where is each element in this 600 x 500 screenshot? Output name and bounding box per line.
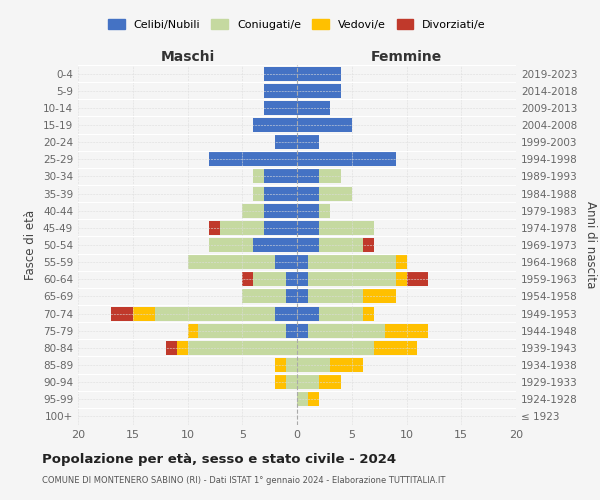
Legend: Celibi/Nubili, Coniugati/e, Vedovi/e, Divorziati/e: Celibi/Nubili, Coniugati/e, Vedovi/e, Di…	[104, 14, 490, 34]
Bar	[297, 272, 308, 286]
Text: COMUNE DI MONTENERO SABINO (RI) - Dati ISTAT 1° gennaio 2024 - Elaborazione TUTT: COMUNE DI MONTENERO SABINO (RI) - Dati I…	[42, 476, 445, 485]
Bar	[275, 358, 286, 372]
Bar	[297, 84, 341, 98]
Bar	[199, 324, 286, 338]
Text: Femmine: Femmine	[371, 50, 442, 64]
Bar	[319, 306, 362, 320]
Bar	[275, 306, 297, 320]
Bar	[374, 341, 418, 355]
Bar	[308, 324, 385, 338]
Bar	[264, 204, 297, 218]
Bar	[209, 152, 297, 166]
Bar	[297, 186, 319, 200]
Bar	[264, 221, 297, 235]
Bar	[319, 238, 362, 252]
Bar	[166, 341, 176, 355]
Bar	[385, 324, 428, 338]
Bar	[297, 290, 308, 304]
Bar	[297, 101, 330, 115]
Bar	[297, 341, 374, 355]
Bar	[297, 324, 308, 338]
Bar	[319, 221, 374, 235]
Bar	[308, 272, 395, 286]
Bar	[297, 135, 319, 149]
Bar	[297, 392, 308, 406]
Bar	[253, 238, 297, 252]
Bar	[253, 272, 286, 286]
Bar	[297, 221, 319, 235]
Bar	[253, 170, 264, 183]
Text: Maschi: Maschi	[160, 50, 215, 64]
Bar	[362, 306, 374, 320]
Bar	[297, 118, 352, 132]
Bar	[297, 170, 319, 183]
Bar	[286, 375, 297, 389]
Bar	[264, 170, 297, 183]
Bar	[286, 290, 297, 304]
Bar	[242, 272, 253, 286]
Bar	[319, 170, 341, 183]
Bar	[407, 272, 428, 286]
Bar	[395, 272, 407, 286]
Bar	[155, 306, 275, 320]
Bar	[275, 135, 297, 149]
Bar	[319, 375, 341, 389]
Bar	[275, 255, 297, 269]
Text: Popolazione per età, sesso e stato civile - 2024: Popolazione per età, sesso e stato civil…	[42, 452, 396, 466]
Bar	[395, 255, 407, 269]
Bar	[264, 84, 297, 98]
Y-axis label: Anni di nascita: Anni di nascita	[584, 202, 597, 288]
Bar	[286, 272, 297, 286]
Bar	[187, 255, 275, 269]
Bar	[253, 186, 264, 200]
Bar	[308, 255, 395, 269]
Bar	[297, 152, 395, 166]
Bar	[297, 204, 319, 218]
Bar	[242, 204, 264, 218]
Bar	[242, 290, 286, 304]
Bar	[264, 186, 297, 200]
Bar	[176, 341, 187, 355]
Y-axis label: Fasce di età: Fasce di età	[25, 210, 37, 280]
Bar	[362, 290, 395, 304]
Bar	[319, 204, 330, 218]
Bar	[220, 221, 264, 235]
Bar	[275, 375, 286, 389]
Bar	[187, 341, 297, 355]
Bar	[133, 306, 155, 320]
Bar	[319, 186, 352, 200]
Bar	[297, 255, 308, 269]
Bar	[286, 358, 297, 372]
Bar	[187, 324, 199, 338]
Bar	[297, 306, 319, 320]
Bar	[297, 358, 330, 372]
Bar	[297, 375, 319, 389]
Bar	[308, 392, 319, 406]
Bar	[264, 66, 297, 80]
Bar	[253, 118, 297, 132]
Bar	[286, 324, 297, 338]
Bar	[209, 238, 253, 252]
Bar	[111, 306, 133, 320]
Bar	[362, 238, 374, 252]
Bar	[308, 290, 362, 304]
Bar	[297, 66, 341, 80]
Bar	[297, 238, 319, 252]
Bar	[209, 221, 220, 235]
Bar	[264, 101, 297, 115]
Bar	[330, 358, 363, 372]
